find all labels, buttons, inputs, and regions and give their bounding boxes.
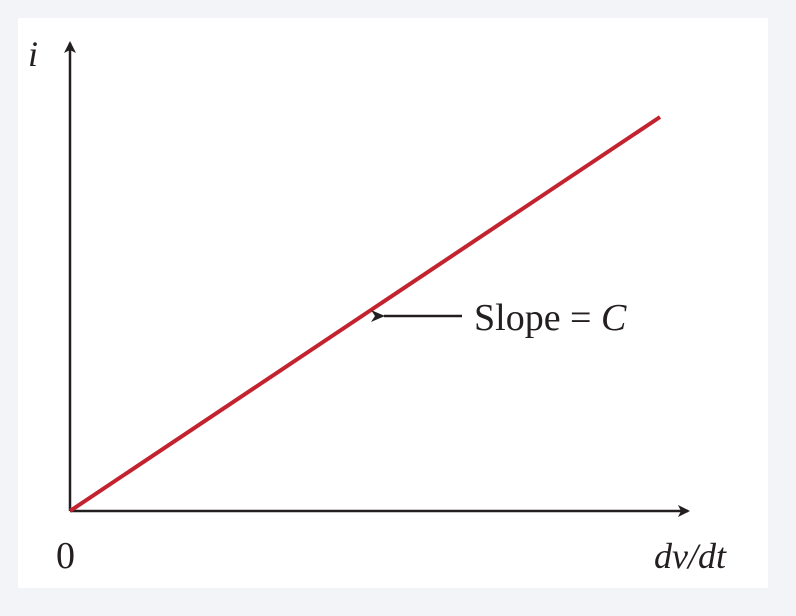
slope-annotation: Slope = C [474,297,627,339]
x-axis-label: dv/dt [654,536,727,576]
series-layer [68,115,662,513]
slope-annotation-symbol: C [601,297,627,339]
series-line-0 [68,115,662,513]
figure-frame [18,18,768,588]
y-axis-label: i [28,34,38,74]
slope-annotation-prefix: Slope = [474,297,601,339]
origin-label: 0 [56,535,75,577]
